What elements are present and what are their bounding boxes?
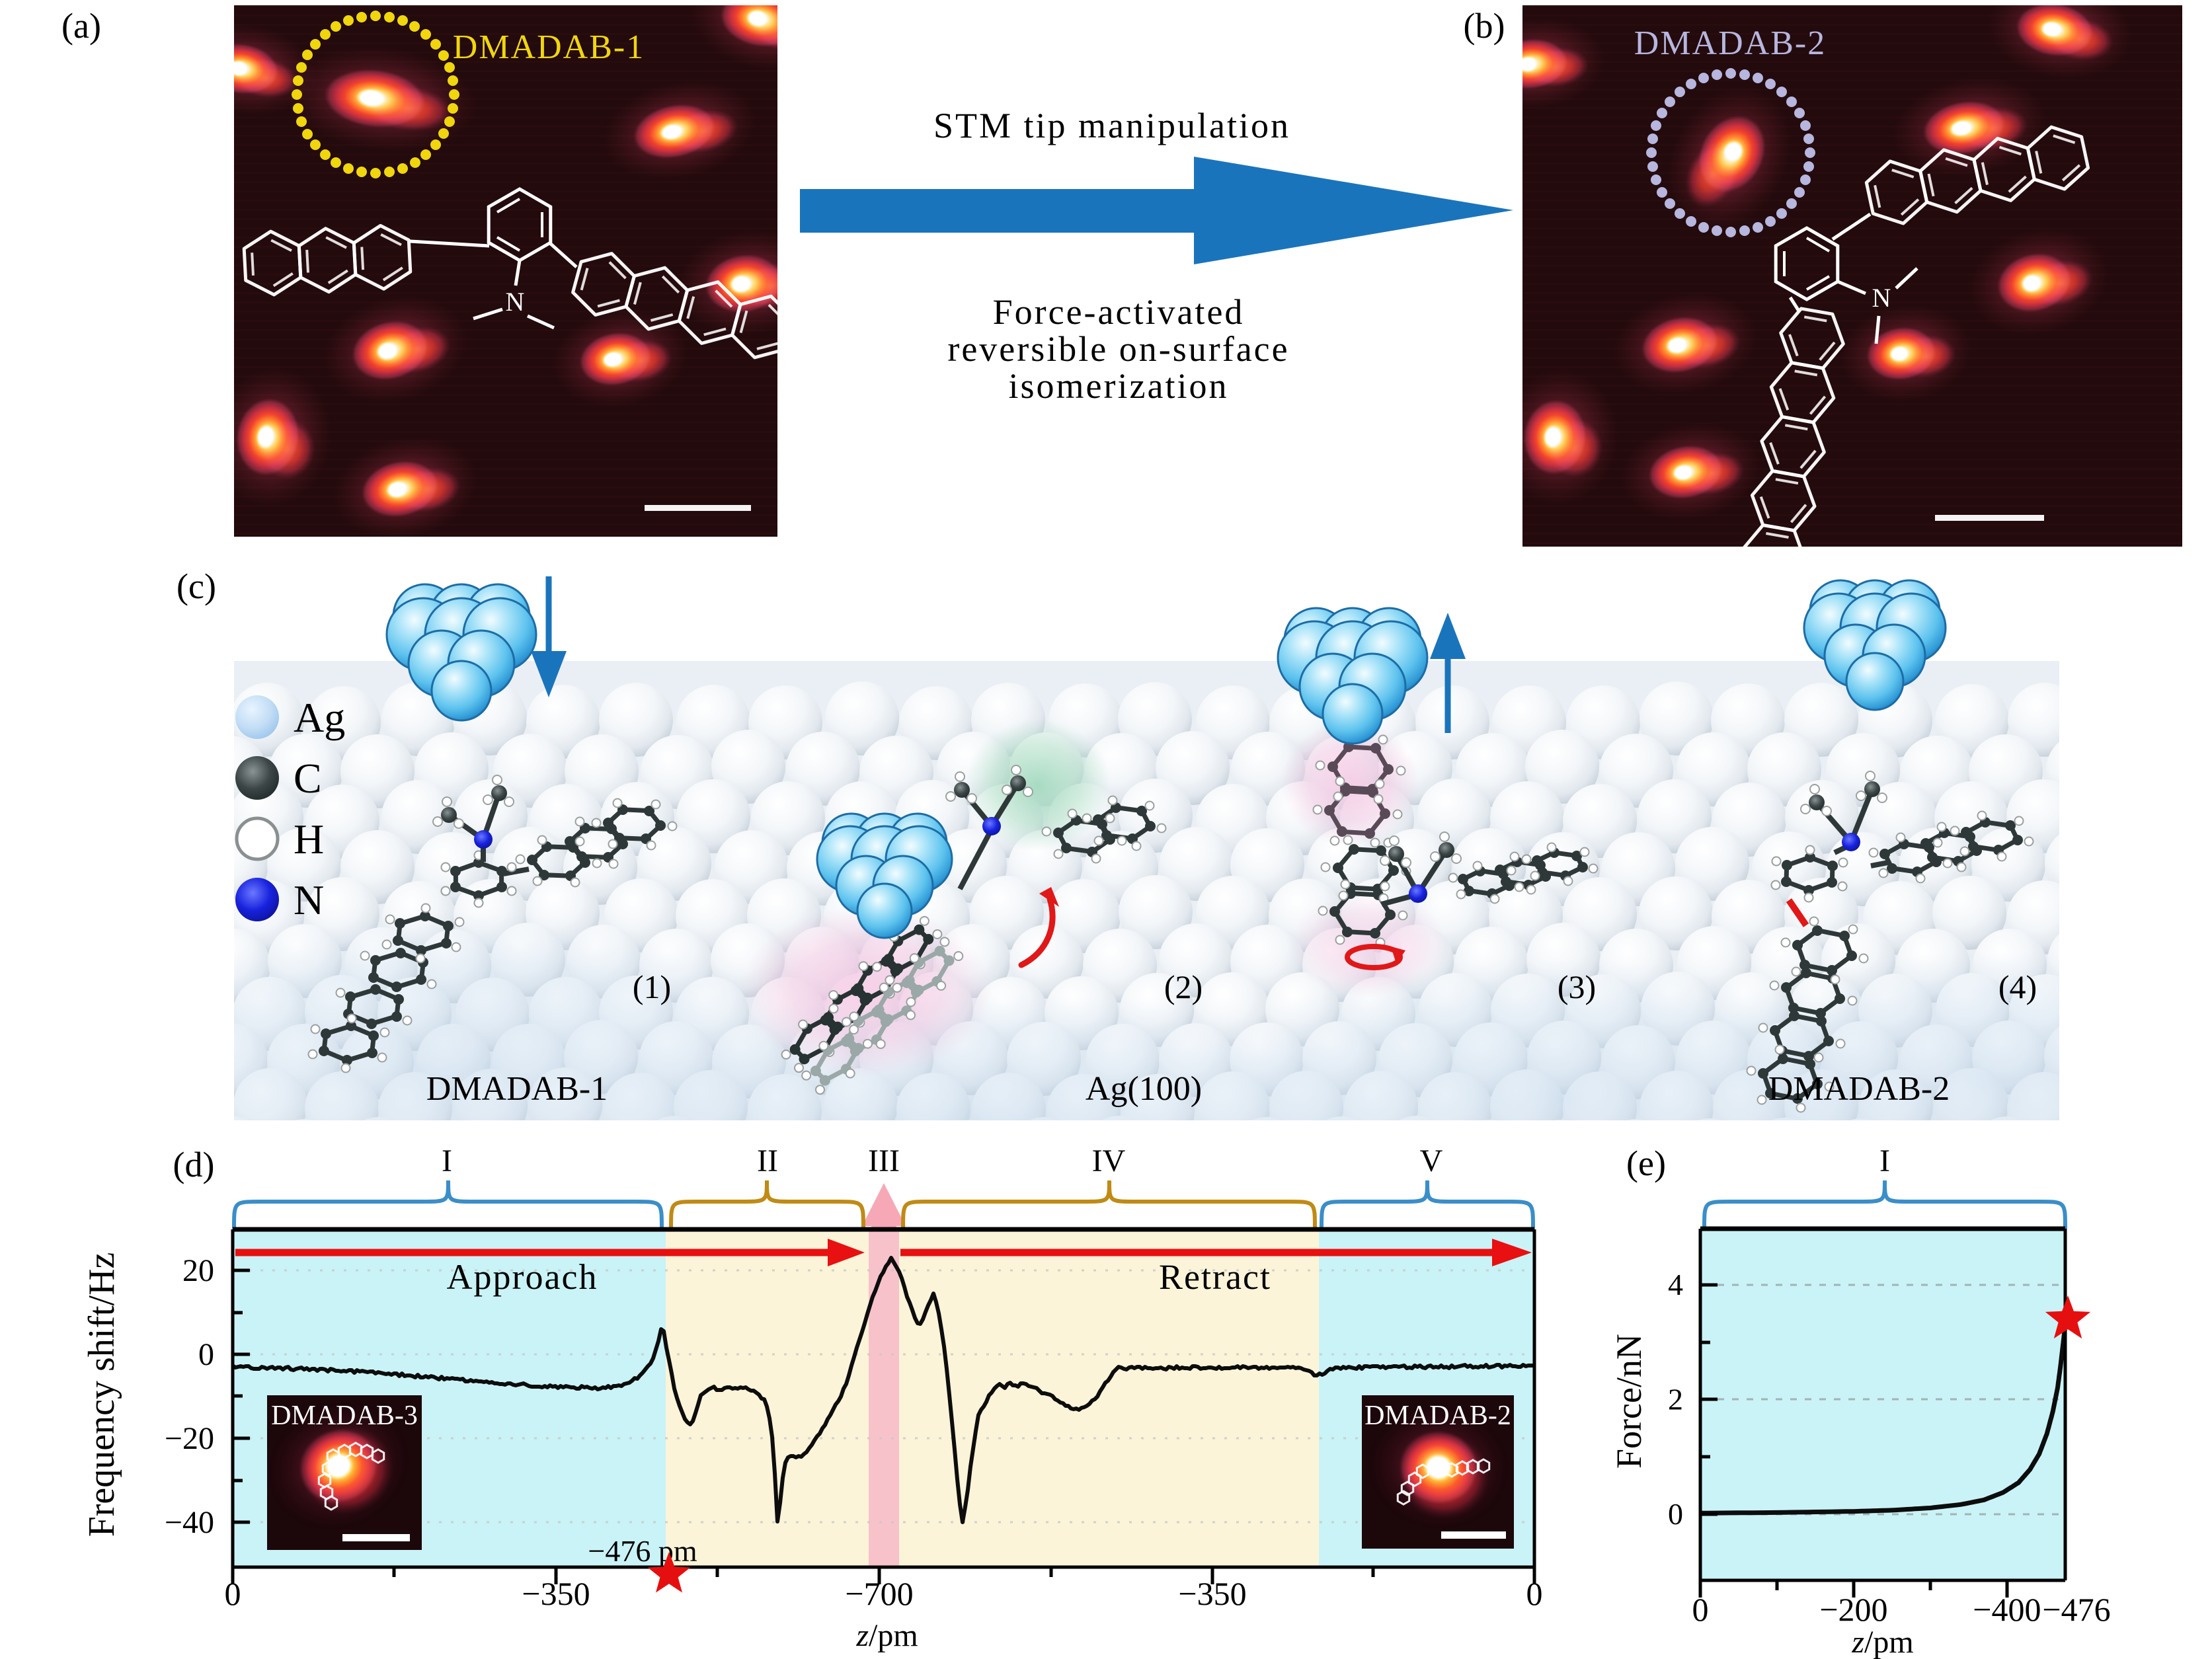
svg-text:DMADAB-2: DMADAB-2 [1634,24,1826,62]
svg-text:−20: −20 [165,1421,214,1456]
svg-text:(1): (1) [633,968,671,1005]
svg-text:−40: −40 [165,1505,214,1540]
svg-text:II: II [757,1143,778,1178]
svg-text:2: 2 [1668,1382,1683,1416]
svg-text:Force-activated: Force-activated [993,292,1245,332]
svg-text:z/pm: z/pm [855,1618,918,1653]
svg-text:III: III [868,1143,900,1178]
svg-text:−350: −350 [1178,1575,1246,1612]
svg-text:STM tip manipulation: STM tip manipulation [933,106,1290,145]
svg-text:N: N [294,876,324,923]
svg-text:−700: −700 [845,1575,913,1612]
svg-text:I: I [1879,1143,1890,1178]
svg-text:N: N [506,287,525,317]
svg-text:reversible on-surface: reversible on-surface [947,329,1289,369]
svg-text:−476 pm: −476 pm [588,1534,697,1568]
svg-text:isomerization: isomerization [1009,366,1229,406]
svg-text:Retract: Retract [1159,1257,1271,1297]
svg-text:(b): (b) [1464,6,1505,46]
svg-text:DMADAB-1: DMADAB-1 [426,1070,608,1108]
svg-text:Ag(100): Ag(100) [1086,1070,1202,1108]
svg-text:C: C [294,755,322,802]
svg-text:(c): (c) [177,566,216,606]
svg-text:Approach: Approach [447,1257,598,1297]
svg-text:−200: −200 [1819,1591,1887,1628]
svg-text:z/pm: z/pm [1851,1625,1913,1659]
svg-text:Ag: Ag [294,694,345,741]
svg-text:DMADAB-2: DMADAB-2 [1768,1070,1950,1108]
svg-text:0: 0 [198,1337,214,1372]
svg-text:−350: −350 [522,1575,590,1612]
svg-text:(3): (3) [1558,968,1596,1005]
svg-text:0: 0 [1668,1497,1683,1531]
svg-text:4: 4 [1668,1268,1683,1301]
svg-text:DMADAB-2: DMADAB-2 [1364,1401,1511,1431]
svg-text:0: 0 [1526,1575,1543,1612]
svg-text:DMADAB-3: DMADAB-3 [271,1401,418,1431]
svg-text:−400: −400 [1973,1591,2041,1628]
svg-text:−476: −476 [2042,1591,2110,1628]
svg-text:(a): (a) [61,6,101,46]
svg-text:DMADAB-1: DMADAB-1 [453,28,645,66]
svg-text:H: H [294,816,324,863]
svg-text:(e): (e) [1626,1143,1666,1183]
svg-text:(4): (4) [1998,968,2037,1005]
svg-text:V: V [1420,1143,1443,1178]
svg-text:Frequency shift/Hz: Frequency shift/Hz [81,1253,122,1537]
svg-text:(2): (2) [1164,968,1203,1005]
svg-text:20: 20 [182,1253,214,1288]
svg-text:IV: IV [1092,1143,1126,1178]
svg-text:Force/nN: Force/nN [1609,1334,1649,1469]
svg-text:(d): (d) [173,1145,215,1184]
svg-text:N: N [1872,283,1891,313]
svg-text:0: 0 [225,1575,241,1612]
svg-text:I: I [442,1143,452,1178]
svg-text:0: 0 [1692,1591,1709,1628]
